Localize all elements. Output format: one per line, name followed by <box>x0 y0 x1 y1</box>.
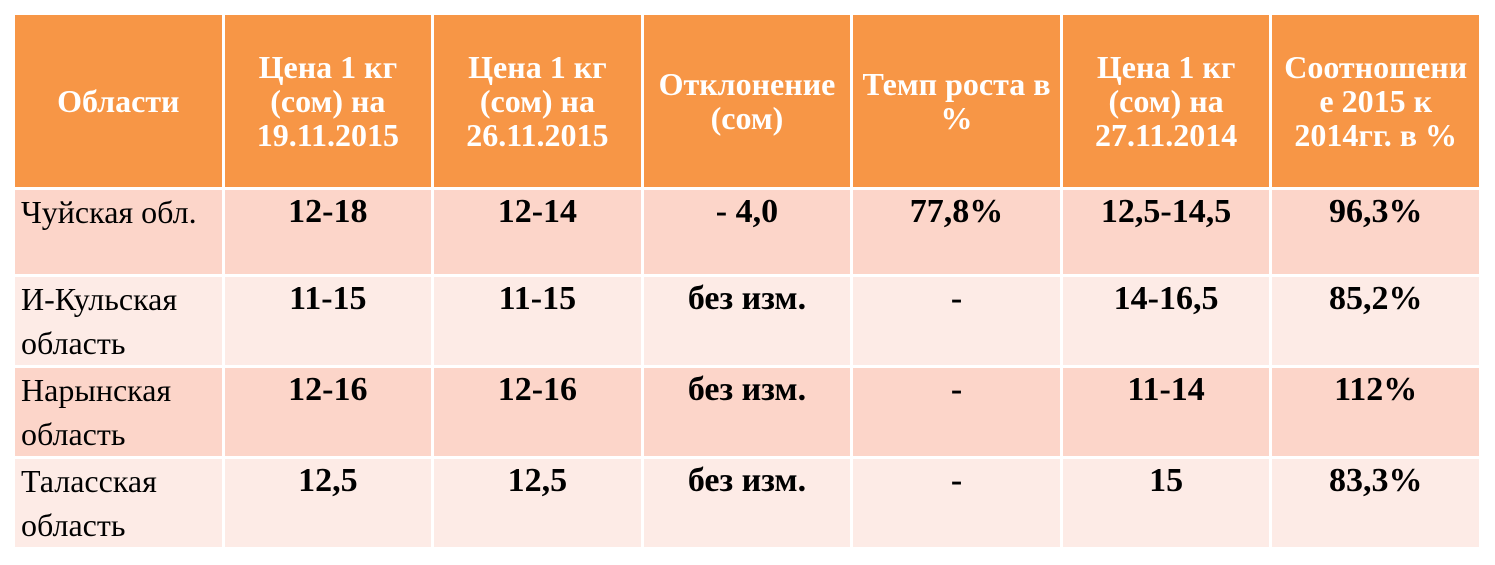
header-cell: Области <box>12 12 225 190</box>
table-row: Чуйская обл. 12-18 12-14- 4,0 77,8% 12,5-14,… <box>12 187 1482 277</box>
value-cell: без изм. <box>640 456 854 550</box>
price-table: Области Цена 1 кг (сом) на 19.11.2015 Цена… <box>12 12 1482 550</box>
region-cell: И-Кульская область <box>12 274 225 368</box>
region-cell: Нарынская область <box>12 365 225 459</box>
value-cell: - <box>850 456 1063 550</box>
value-cell: 12-16 <box>221 365 435 459</box>
value-cell: 11-15 <box>431 274 644 368</box>
header-cell: Отклонение (сом) <box>640 12 854 190</box>
value-cell: 11-15 <box>221 274 435 368</box>
value-cell: 12,5-14,5 <box>1059 187 1273 277</box>
value-cell: - <box>850 274 1063 368</box>
header-cell: Темп роста в % <box>850 12 1063 190</box>
value-cell: 15 <box>1059 456 1273 550</box>
value-cell: 11-14 <box>1059 365 1273 459</box>
region-cell: Таласская область <box>12 456 225 550</box>
table-body: Чуйская обл. 12-18 12-14- 4,0 77,8% 12,5-14,… <box>12 187 1482 550</box>
value-cell: 83,3% <box>1269 456 1482 550</box>
header-cell: Цена 1 кг (сом) на 26.11.2015 <box>431 12 644 190</box>
value-cell: 85,2% <box>1269 274 1482 368</box>
value-cell: 14-16,5 <box>1059 274 1273 368</box>
value-cell: 112% <box>1269 365 1482 459</box>
header-cell: Цена 1 кг (сом) на 19.11.2015 <box>221 12 435 190</box>
value-cell: без изм. <box>640 274 854 368</box>
table-row: Таласская область 12,5 12,5 без изм. -15 83,3… <box>12 456 1482 550</box>
value-cell: 12-18 <box>221 187 435 277</box>
value-cell: без изм. <box>640 365 854 459</box>
value-cell: 12-16 <box>431 365 644 459</box>
value-cell: - 4,0 <box>640 187 854 277</box>
header-cell: Цена 1 кг (сом) на 27.11.2014 <box>1059 12 1273 190</box>
value-cell: 77,8% <box>850 187 1063 277</box>
region-cell: Чуйская обл. <box>12 187 225 277</box>
table-row: Нарынская область 12-16 12-16 без изм. -11-1… <box>12 365 1482 459</box>
table-row: И-Кульская область 11-15 11-15 без изм. -14-… <box>12 274 1482 368</box>
table-header: Области Цена 1 кг (сом) на 19.11.2015 Цена… <box>12 12 1482 190</box>
value-cell: 96,3% <box>1269 187 1482 277</box>
header-row: Области Цена 1 кг (сом) на 19.11.2015 Цена… <box>12 12 1482 190</box>
value-cell: 12,5 <box>221 456 435 550</box>
value-cell: 12,5 <box>431 456 644 550</box>
header-cell: Соотношение 2015 к 2014гг. в % <box>1269 12 1482 190</box>
value-cell: 12-14 <box>431 187 644 277</box>
value-cell: - <box>850 365 1063 459</box>
